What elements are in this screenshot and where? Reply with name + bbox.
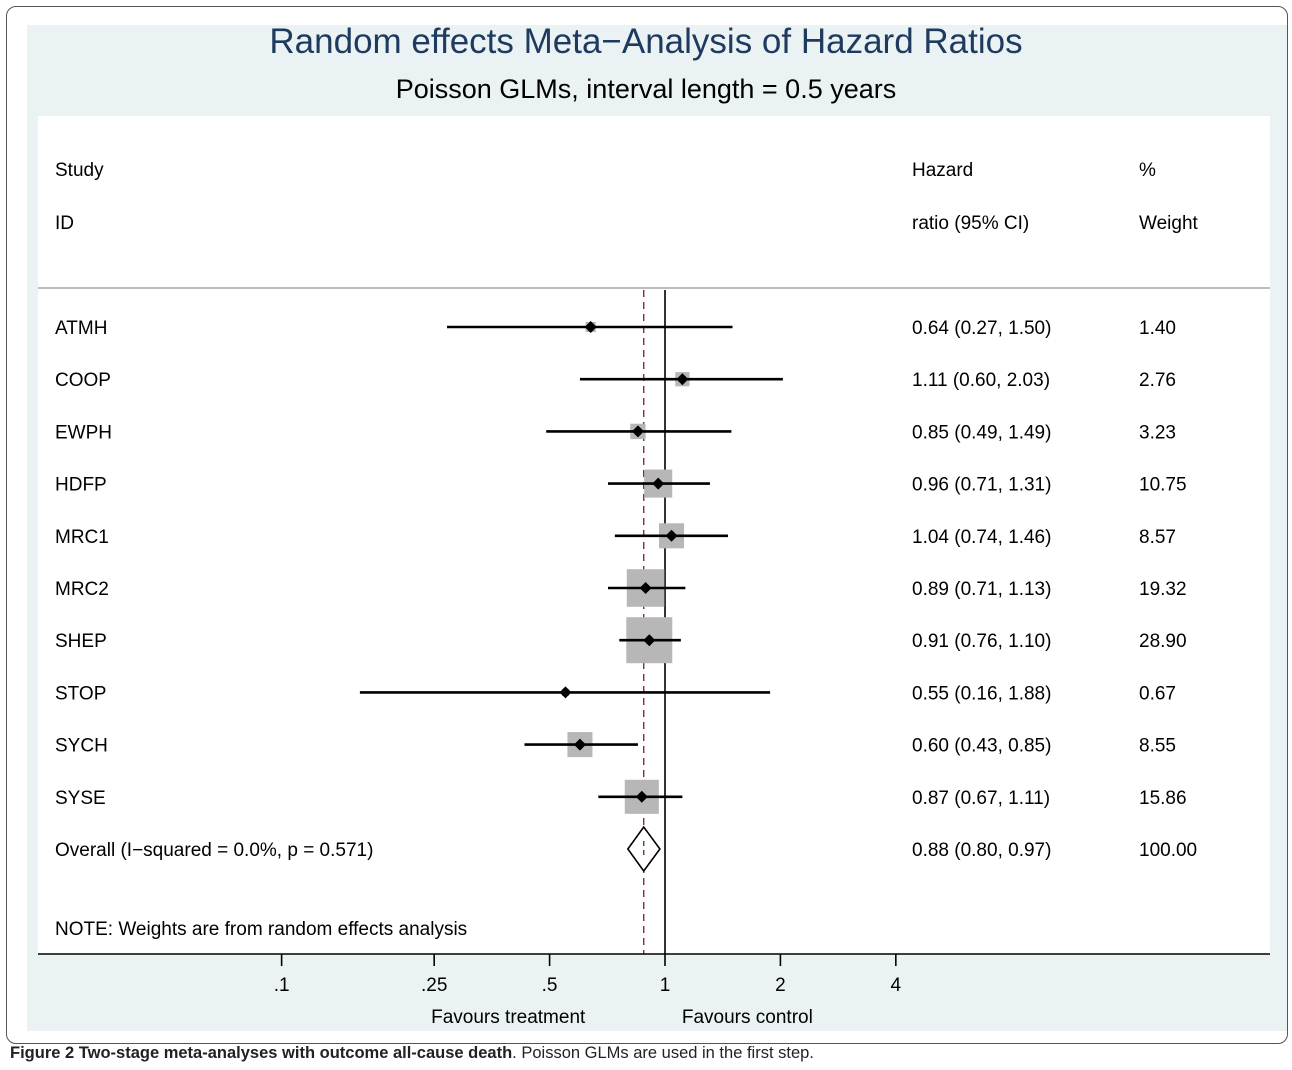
study-weight-label: 3.23 [1139, 422, 1176, 443]
study-weight-label: 0.67 [1139, 683, 1176, 704]
study-id-label: SHEP [55, 631, 107, 652]
study-id-label: HDFP [55, 475, 107, 496]
point-estimate [635, 790, 648, 803]
point-estimate [573, 738, 586, 751]
x-tick-label: .5 [542, 975, 558, 996]
study-weight-label: 15.86 [1139, 788, 1187, 809]
study-id-label: SYCH [55, 736, 108, 757]
study-weight-label: 28.90 [1139, 631, 1187, 652]
x-tick-label: .1 [274, 975, 290, 996]
caption-label: Figure 2 Two-stage meta-analyses with ou… [10, 1044, 513, 1062]
point-estimate [676, 373, 689, 386]
study-weight-label: 10.75 [1139, 475, 1187, 496]
chart-subtitle: Poisson GLMs, interval length = 0.5 year… [395, 74, 897, 104]
study-id-label: EWPH [55, 422, 112, 443]
overall-label: Overall (I−squared = 0.0%, p = 0.571) [55, 840, 373, 861]
study-weight-label: 8.57 [1139, 527, 1176, 548]
x-tick-label: 4 [891, 975, 902, 996]
study-hr-label: 0.60 (0.43, 0.85) [912, 736, 1051, 757]
favours-treatment-label: Favours treatment [431, 1007, 586, 1028]
point-estimate [559, 686, 572, 699]
study-hr-label: 1.11 (0.60, 2.03) [912, 370, 1050, 391]
point-estimate [643, 634, 656, 647]
x-tick-label: 1 [660, 975, 671, 996]
study-weight-label: 19.32 [1139, 579, 1187, 600]
study-id-label: ATMH [55, 318, 107, 339]
header-ratio-ci: ratio (95% CI) [912, 213, 1029, 234]
figure-caption: Figure 2 Two-stage meta-analyses with ou… [10, 1044, 814, 1063]
header-weight: Weight [1139, 213, 1199, 234]
point-estimate [639, 582, 652, 594]
header-study: Study [55, 160, 104, 181]
caption-text: . Poisson GLMs are used in the first ste… [512, 1044, 814, 1062]
study-hr-label: 0.87 (0.67, 1.11) [912, 788, 1050, 809]
point-estimate [665, 529, 678, 542]
study-hr-label: 0.85 (0.49, 1.49) [912, 422, 1051, 443]
point-estimate [631, 425, 644, 438]
study-id-label: SYSE [55, 788, 106, 809]
header-percent: % [1139, 160, 1156, 181]
header-id: ID [55, 213, 74, 234]
weights-note: NOTE: Weights are from random effects an… [55, 919, 467, 940]
point-estimate [584, 321, 597, 333]
study-hr-label: 0.89 (0.71, 1.13) [912, 579, 1051, 600]
study-hr-label: 0.55 (0.16, 1.88) [912, 683, 1051, 704]
study-weight-label: 1.40 [1139, 318, 1176, 339]
study-weight-label: 8.55 [1139, 736, 1176, 757]
header-hazard: Hazard [912, 160, 973, 181]
overall-hr-label: 0.88 (0.80, 0.97) [912, 840, 1051, 861]
favours-control-label: Favours control [682, 1007, 813, 1028]
x-tick-label: 2 [775, 975, 786, 996]
x-tick-label: .25 [421, 975, 447, 996]
study-hr-label: 0.64 (0.27, 1.50) [912, 318, 1051, 339]
study-id-label: STOP [55, 683, 106, 704]
study-id-label: COOP [55, 370, 111, 391]
overall-weight-label: 100.00 [1139, 840, 1197, 861]
study-id-label: MRC2 [55, 579, 109, 600]
study-hr-label: 0.96 (0.71, 1.31) [912, 475, 1051, 496]
study-weight-label: 2.76 [1139, 370, 1176, 391]
chart-title: Random effects Meta−Analysis of Hazard R… [269, 22, 1023, 61]
study-hr-label: 0.91 (0.76, 1.10) [912, 631, 1051, 652]
study-hr-label: 1.04 (0.74, 1.46) [912, 527, 1051, 548]
overall-diamond [626, 825, 661, 873]
point-estimate [652, 477, 665, 490]
study-id-label: MRC1 [55, 527, 109, 548]
